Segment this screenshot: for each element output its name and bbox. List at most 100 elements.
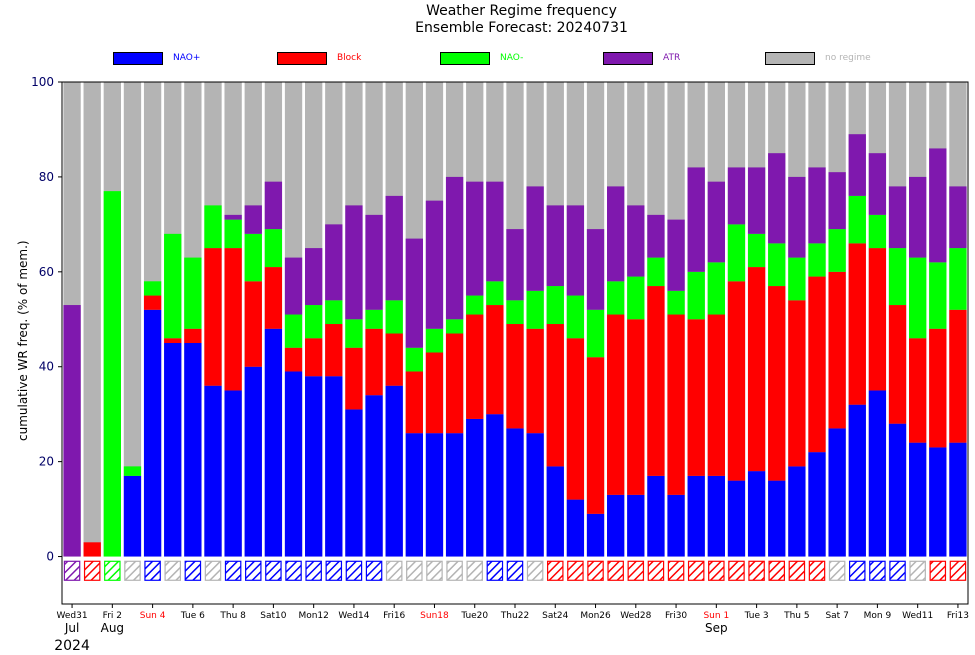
bar-block bbox=[445, 333, 464, 434]
bar-nao-minus bbox=[164, 233, 182, 339]
bar-block bbox=[868, 248, 887, 391]
bar-block bbox=[727, 281, 746, 481]
regime-marker bbox=[285, 560, 302, 581]
bar-nao-minus bbox=[284, 314, 303, 348]
bars-group bbox=[63, 82, 967, 581]
bar-nao-minus bbox=[486, 281, 504, 306]
regime-marker bbox=[385, 560, 403, 581]
bar-nao-minus bbox=[868, 214, 887, 249]
bar-atr bbox=[445, 176, 464, 320]
bar-atr bbox=[284, 257, 303, 315]
bar-nao-minusplus bbox=[365, 395, 383, 557]
bar-nao-minus bbox=[184, 257, 202, 329]
bar-block bbox=[486, 305, 504, 415]
regime-marker bbox=[607, 560, 624, 581]
bar-nao-minusplus bbox=[204, 385, 222, 557]
y-tick-label: 100 bbox=[31, 75, 54, 89]
bar-atr bbox=[546, 205, 564, 287]
y-tick-label: 80 bbox=[39, 170, 54, 184]
x-tick-label: Sun 4 bbox=[140, 611, 166, 621]
bar-atr bbox=[848, 134, 866, 196]
bar-atr bbox=[727, 167, 746, 225]
bar-nao-minusplus bbox=[586, 513, 605, 557]
regime-marker bbox=[828, 560, 846, 581]
x-tick-label: Thu 8 bbox=[219, 611, 246, 621]
bar-block bbox=[224, 248, 242, 391]
bar-block bbox=[385, 333, 403, 386]
bar-nao-minus bbox=[667, 290, 685, 315]
legend-label-nao-plus: NAO+ bbox=[173, 53, 201, 63]
bar-block bbox=[365, 328, 383, 396]
regime-marker bbox=[889, 560, 906, 581]
regime-marker bbox=[627, 560, 645, 581]
bar-nao-minus bbox=[788, 257, 806, 301]
month-label: Jul bbox=[64, 621, 79, 635]
bar-block bbox=[667, 314, 685, 495]
bar-nao-minusplus bbox=[888, 423, 907, 557]
regime-marker bbox=[406, 560, 423, 581]
bar-block bbox=[143, 295, 162, 310]
bar-atr bbox=[768, 153, 786, 244]
bar-nao-minus bbox=[768, 243, 786, 287]
regime-marker bbox=[144, 560, 161, 581]
x-tick-label: Fri13 bbox=[947, 611, 969, 621]
bar-atr bbox=[63, 305, 81, 557]
x-tick-label: Sun18 bbox=[420, 611, 449, 621]
bar-block bbox=[788, 300, 806, 467]
bar-atr bbox=[888, 186, 907, 249]
bar-atr bbox=[868, 153, 887, 215]
bar-block bbox=[707, 314, 725, 476]
bar-nao-minus bbox=[204, 205, 222, 249]
bar-block bbox=[647, 286, 665, 476]
x-tick-label: Fri 2 bbox=[103, 611, 122, 621]
x-tick-label: Mon 9 bbox=[864, 611, 892, 621]
bar-atr bbox=[405, 238, 423, 348]
bar-nao-minus bbox=[828, 229, 846, 272]
bar-nao-minusplus bbox=[828, 428, 846, 557]
bar-atr bbox=[506, 229, 524, 301]
bar-block bbox=[184, 328, 202, 343]
x-tick-label: Sat10 bbox=[260, 611, 286, 621]
legend-swatch-nao-minus bbox=[440, 52, 490, 65]
bar-nao-minus bbox=[244, 233, 262, 282]
bar-nao-minusplus bbox=[868, 390, 887, 557]
bar-atr bbox=[385, 195, 403, 301]
bar-nao-minusplus bbox=[123, 475, 142, 557]
bar-block bbox=[164, 338, 182, 343]
bar-nao-minusplus bbox=[284, 371, 303, 557]
x-tick-label: Fri30 bbox=[665, 611, 687, 621]
bar-no-regime bbox=[83, 82, 101, 557]
bar-nao-minus bbox=[305, 305, 323, 339]
legend-swatch-block bbox=[277, 52, 327, 65]
bar-nao-minusplus bbox=[687, 475, 705, 557]
bar-nao-minusplus bbox=[325, 376, 343, 557]
x-tick-label: Sat24 bbox=[542, 611, 568, 621]
regime-marker bbox=[849, 560, 866, 581]
bar-block bbox=[909, 338, 927, 443]
bar-atr bbox=[325, 224, 343, 301]
x-tick-label: Wed14 bbox=[338, 611, 369, 621]
bar-nao-minusplus bbox=[143, 309, 162, 557]
bar-atr bbox=[305, 248, 323, 306]
x-tick-label: Wed31 bbox=[57, 611, 88, 621]
bar-nao-minusplus bbox=[345, 409, 363, 557]
bar-block bbox=[566, 338, 585, 500]
bar-no-regime bbox=[123, 82, 142, 557]
bar-atr bbox=[949, 186, 967, 249]
bar-block bbox=[325, 324, 343, 377]
bar-nao-minusplus bbox=[164, 343, 182, 557]
bar-nao-minus bbox=[385, 300, 403, 334]
legend-label-no-regime: no regime bbox=[825, 53, 871, 63]
bar-nao-minus bbox=[727, 224, 746, 282]
regime-marker bbox=[325, 560, 343, 581]
bar-atr bbox=[244, 205, 262, 234]
bar-block bbox=[305, 338, 323, 377]
regime-marker bbox=[547, 560, 564, 581]
regime-marker bbox=[365, 560, 383, 581]
bar-atr bbox=[264, 181, 283, 230]
regime-marker bbox=[909, 560, 926, 581]
bar-nao-minusplus bbox=[264, 328, 283, 557]
month-label: Sep bbox=[705, 621, 728, 635]
bar-nao-minus bbox=[687, 271, 705, 320]
bar-block bbox=[83, 542, 101, 557]
